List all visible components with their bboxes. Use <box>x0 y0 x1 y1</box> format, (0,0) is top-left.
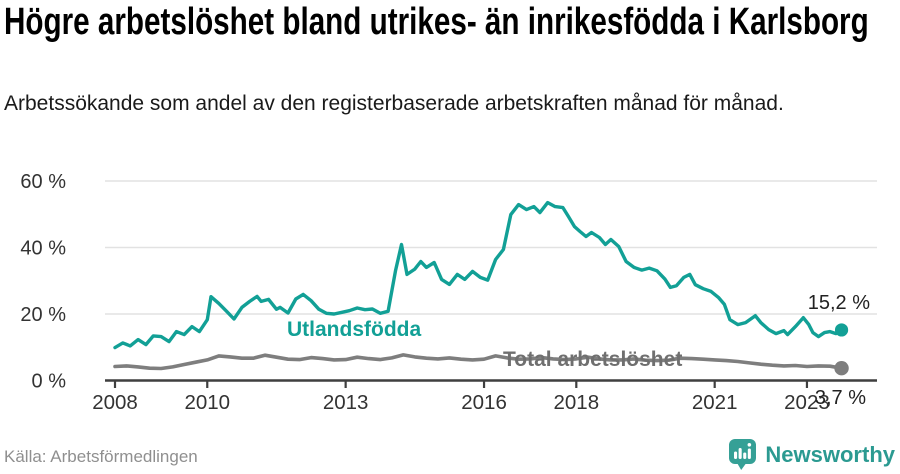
series-label-total-arbetsloshet: Total arbetslöshet <box>503 348 682 371</box>
y-tick-label-0: 0 % <box>32 371 67 393</box>
y-tick-label-40: 40 % <box>20 238 66 260</box>
total-arbetsloshet-end-dot <box>834 360 849 376</box>
total-arbetsloshet-end-value-label: 3,7 % <box>815 387 866 409</box>
source-note: Källa: Arbetsförmedlingen <box>4 447 198 466</box>
x-tick-label-2008: 2008 <box>92 391 138 414</box>
x-tick-label-2023: 2023 <box>784 391 830 414</box>
y-tick-label-60: 60 % <box>20 171 66 193</box>
utlandsfodda-end-value-label: 15,2 % <box>808 292 870 314</box>
utlandsfodda-line <box>113 200 844 350</box>
chart-subtitle: Arbetssökande som andel av den registerb… <box>4 92 784 115</box>
y-tick-label-20: 20 % <box>20 304 66 326</box>
utlandsfodda-end-dot <box>834 323 849 337</box>
x-tick-label-2016: 2016 <box>461 391 507 414</box>
x-tick-label-2021: 2021 <box>692 391 738 414</box>
newsworthy-logo: Newsworthy <box>728 438 895 471</box>
x-tick-label-2010: 2010 <box>184 391 230 414</box>
newsworthy-bubble-chart-icon <box>729 439 757 470</box>
series-label-utlandsfodda: Utlandsfödda <box>287 318 421 341</box>
x-tick-label-2018: 2018 <box>553 391 599 414</box>
x-tick-label-2013: 2013 <box>323 391 369 414</box>
gridlines <box>105 180 877 315</box>
y-axis-labels: 0 % 20 % 40 % 60 % <box>20 171 66 393</box>
page-title: Högre arbetslöshet bland utrikes- än inr… <box>4 1 869 43</box>
x-axis-ticks <box>113 380 809 388</box>
brand-name: Newsworthy <box>765 441 895 467</box>
total-arbetsloshet-line <box>113 353 844 371</box>
x-axis-labels: 2008 2010 2013 2016 2018 2021 2023 <box>92 391 830 414</box>
